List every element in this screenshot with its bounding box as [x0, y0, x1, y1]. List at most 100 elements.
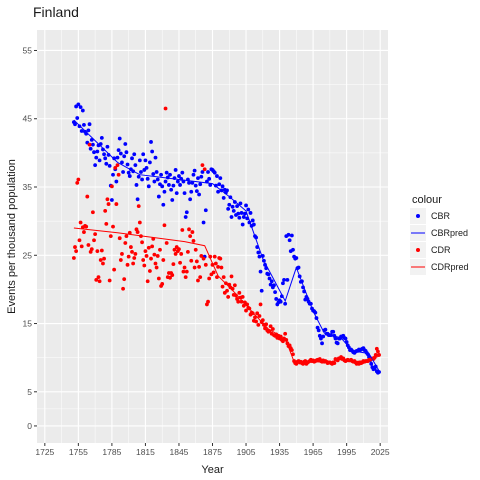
cdr-point	[141, 258, 146, 262]
legend-key-point	[416, 248, 420, 252]
cbr-point	[132, 152, 137, 157]
cbr-point	[111, 172, 115, 177]
cdr-point	[211, 270, 216, 275]
cdr-point	[332, 361, 337, 366]
cdr-point	[260, 318, 265, 323]
cdrpred-line	[73, 227, 381, 363]
cbr-point	[291, 247, 295, 252]
cdr-point	[149, 256, 153, 261]
cbr-point	[225, 188, 229, 193]
cdr-point	[193, 247, 198, 252]
cdr-point	[225, 288, 229, 293]
cbr-point	[321, 334, 326, 339]
cdr-point	[131, 261, 136, 266]
series-cdr	[71, 106, 381, 366]
cdr-point	[218, 256, 223, 261]
cdr-point	[71, 256, 76, 260]
cbr-point	[133, 163, 138, 168]
cbr-point	[136, 174, 141, 179]
cbr-point	[182, 191, 187, 196]
cdr-point	[232, 283, 237, 288]
cdr-point	[112, 267, 117, 272]
cdr-point	[78, 220, 83, 225]
cbr-point	[258, 269, 263, 274]
cbr-point	[130, 156, 134, 161]
cdr-point	[137, 220, 142, 225]
cdr-point	[94, 277, 99, 282]
cdr-point	[194, 259, 199, 264]
cbr-point	[122, 154, 127, 159]
cbr-point	[139, 170, 143, 174]
cdr-point	[115, 163, 120, 168]
cdr-point	[171, 262, 176, 267]
legend-item-cbr: CBR	[410, 208, 451, 224]
cdr-point	[128, 245, 133, 249]
cdr-point	[178, 260, 182, 265]
cbr-point	[208, 183, 213, 187]
y-tick-label: 35	[23, 182, 33, 192]
cbr-point	[86, 128, 91, 133]
cbr-point	[153, 155, 158, 160]
x-axis-title: Year	[201, 464, 224, 476]
cbr-point	[316, 328, 321, 333]
cdr-point	[213, 261, 218, 266]
cdr-point	[376, 349, 380, 354]
legend-key-point	[416, 214, 420, 218]
cdr-point	[142, 263, 147, 268]
legend-item-cdr: CDR	[410, 242, 451, 258]
cbr-point	[296, 265, 301, 270]
cbr-point	[269, 279, 274, 284]
legend-item-cbrpred: CBRpred	[410, 225, 468, 241]
cbr-point	[99, 135, 104, 140]
cdr-point	[164, 241, 169, 245]
cbr-point	[144, 165, 149, 170]
cdr-point	[212, 254, 217, 259]
x-tick-label: 1995	[337, 447, 356, 457]
cdr-point	[179, 252, 184, 256]
gridlines	[37, 30, 388, 443]
cbr-point	[177, 174, 181, 178]
cbr-point	[199, 174, 204, 179]
cdr-point	[186, 249, 190, 254]
cbr-point	[137, 158, 142, 163]
cdr-point	[111, 224, 115, 229]
cbr-point	[238, 201, 243, 206]
cdr-point	[105, 197, 110, 202]
cdr-point	[97, 279, 102, 284]
cdr-point	[135, 230, 140, 234]
cdr-point	[161, 258, 166, 262]
cbr-point	[183, 215, 188, 219]
cdr-point	[373, 353, 378, 357]
cdr-point	[124, 234, 129, 239]
cbr-point	[117, 136, 122, 141]
cbr-point	[121, 170, 125, 174]
cdr-point	[173, 252, 178, 256]
cbr-point	[377, 370, 381, 374]
cbr-point	[88, 146, 93, 151]
x-axis: 1725 1755 1785 1815 1845 1875 1905 1935 1965 1995…	[35, 443, 390, 457]
y-tick-label: 55	[23, 45, 33, 55]
cdr-point	[140, 240, 144, 245]
cdr-point	[258, 302, 263, 307]
cdr-point	[199, 254, 204, 258]
cbr-point	[95, 149, 100, 154]
cdr-point	[177, 247, 181, 252]
cbr-point	[174, 191, 179, 196]
cbr-point	[221, 196, 226, 200]
chart-title: Finland	[33, 4, 79, 20]
cbr-point	[369, 361, 374, 366]
cdr-point	[73, 245, 77, 249]
cbr-point	[273, 290, 277, 295]
cbr-point	[118, 151, 123, 156]
cdr-point	[102, 256, 106, 261]
cdr-point	[103, 209, 108, 213]
cbr-point	[97, 158, 102, 163]
cdr-point	[163, 106, 168, 111]
cbr-point	[103, 156, 108, 161]
cdr-point	[172, 247, 177, 252]
x-tick-label: 1875	[203, 447, 222, 457]
cdr-point	[160, 282, 165, 286]
cdr-point	[196, 278, 200, 283]
cbr-point	[331, 329, 336, 334]
